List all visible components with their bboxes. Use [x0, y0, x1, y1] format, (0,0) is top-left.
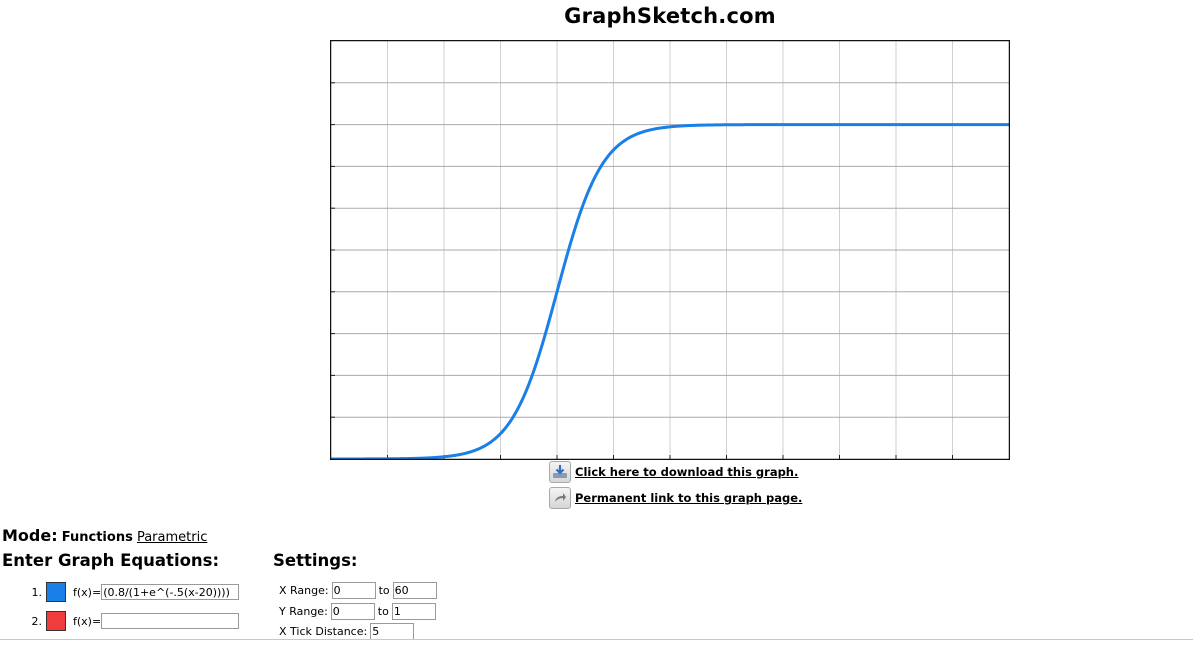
x-tick-input[interactable] — [370, 622, 415, 640]
x-tick-row: X Tick Distance: — [279, 621, 415, 641]
equation-number: 2. — [31, 614, 43, 628]
equation-input-1[interactable] — [101, 584, 240, 600]
equation-row-1: 1. f(x)= — [30, 581, 240, 603]
equation-prefix: f(x)= — [73, 614, 102, 628]
site-title: GraphSketch.com — [564, 4, 776, 28]
x-range-label: X Range: — [279, 583, 329, 597]
download-link-label: Click here to download this graph. — [575, 465, 799, 479]
download-graph-link[interactable]: Click here to download this graph. — [549, 460, 798, 484]
download-icon — [549, 461, 571, 483]
series-line-f1 — [330, 123, 1010, 460]
equation-row-2: 2. f(x)= — [30, 610, 240, 632]
y-range-to-label: to — [377, 604, 389, 618]
mode-parametric-link[interactable]: Parametric — [136, 530, 208, 545]
plot-border — [330, 40, 1010, 460]
mode-selector: Mode: Functions Parametric — [2, 526, 207, 545]
graph-plot — [330, 40, 1010, 460]
link-arrow-icon — [549, 487, 571, 509]
x-range-to-input[interactable] — [392, 581, 437, 599]
y-range-from-input[interactable] — [330, 602, 375, 620]
color-swatch-red[interactable] — [46, 611, 66, 631]
mode-functions: Functions — [61, 530, 133, 545]
y-range-label: Y Range: — [279, 604, 328, 618]
bottom-divider — [0, 639, 1193, 640]
equation-number: 1. — [31, 585, 43, 599]
y-range-row: Y Range: to — [279, 601, 436, 621]
x-tick-label: X Tick Distance: — [279, 624, 368, 638]
equation-prefix: f(x)= — [73, 585, 102, 599]
permanent-link[interactable]: Permanent link to this graph page. — [549, 486, 802, 510]
x-range-row: X Range: to — [279, 580, 437, 600]
color-swatch-blue[interactable] — [46, 582, 66, 602]
equations-heading: Enter Graph Equations: — [2, 551, 220, 570]
x-range-from-input[interactable] — [331, 581, 376, 599]
y-range-to-input[interactable] — [391, 602, 436, 620]
x-range-to-label: to — [378, 583, 390, 597]
settings-heading: Settings: — [273, 551, 358, 570]
mode-label: Mode: — [2, 526, 58, 545]
permanent-link-label: Permanent link to this graph page. — [575, 491, 803, 505]
graph-canvas — [330, 40, 1010, 460]
equation-input-2[interactable] — [101, 613, 240, 629]
